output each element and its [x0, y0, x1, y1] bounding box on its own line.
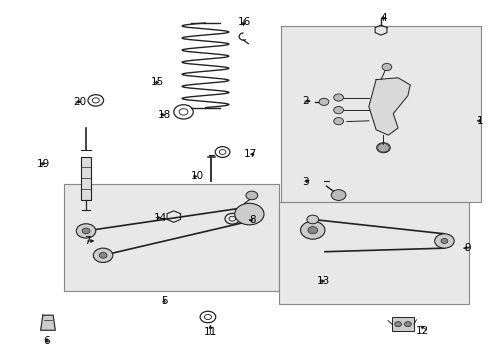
- Circle shape: [404, 321, 410, 327]
- Text: 2: 2: [302, 96, 308, 106]
- Text: 14: 14: [153, 213, 166, 222]
- Text: 12: 12: [415, 326, 428, 336]
- Text: 4: 4: [379, 13, 386, 23]
- Text: 13: 13: [316, 276, 329, 286]
- Text: 20: 20: [73, 97, 86, 107]
- Text: 19: 19: [37, 159, 50, 169]
- Circle shape: [434, 234, 453, 248]
- Circle shape: [333, 118, 343, 125]
- Text: 16: 16: [237, 17, 251, 27]
- Circle shape: [319, 98, 328, 105]
- Text: 7: 7: [84, 236, 91, 246]
- Circle shape: [333, 107, 343, 114]
- Text: 6: 6: [43, 336, 50, 346]
- Circle shape: [234, 203, 264, 225]
- Bar: [391, 318, 413, 331]
- Polygon shape: [368, 78, 409, 135]
- Text: 8: 8: [248, 215, 255, 225]
- Circle shape: [333, 94, 343, 101]
- Text: 3: 3: [302, 177, 308, 187]
- Polygon shape: [41, 315, 55, 330]
- Circle shape: [306, 215, 318, 224]
- Text: 5: 5: [161, 296, 167, 306]
- Circle shape: [99, 252, 107, 258]
- Text: 10: 10: [190, 171, 203, 181]
- Circle shape: [307, 226, 317, 234]
- Text: 15: 15: [151, 77, 164, 87]
- Circle shape: [330, 190, 345, 201]
- Circle shape: [377, 143, 388, 152]
- Circle shape: [93, 248, 113, 262]
- Bar: [281, 26, 480, 202]
- Text: 9: 9: [464, 243, 470, 253]
- Circle shape: [381, 63, 391, 71]
- Circle shape: [300, 221, 325, 239]
- Bar: [64, 184, 278, 291]
- Text: 18: 18: [158, 110, 171, 120]
- Text: 17: 17: [243, 149, 256, 159]
- Text: 1: 1: [476, 116, 483, 126]
- Circle shape: [82, 228, 90, 234]
- FancyBboxPatch shape: [81, 157, 91, 200]
- Circle shape: [394, 321, 401, 327]
- Text: 11: 11: [203, 327, 217, 337]
- Circle shape: [440, 238, 447, 243]
- Circle shape: [76, 224, 96, 238]
- Bar: [278, 202, 468, 304]
- Circle shape: [245, 191, 257, 200]
